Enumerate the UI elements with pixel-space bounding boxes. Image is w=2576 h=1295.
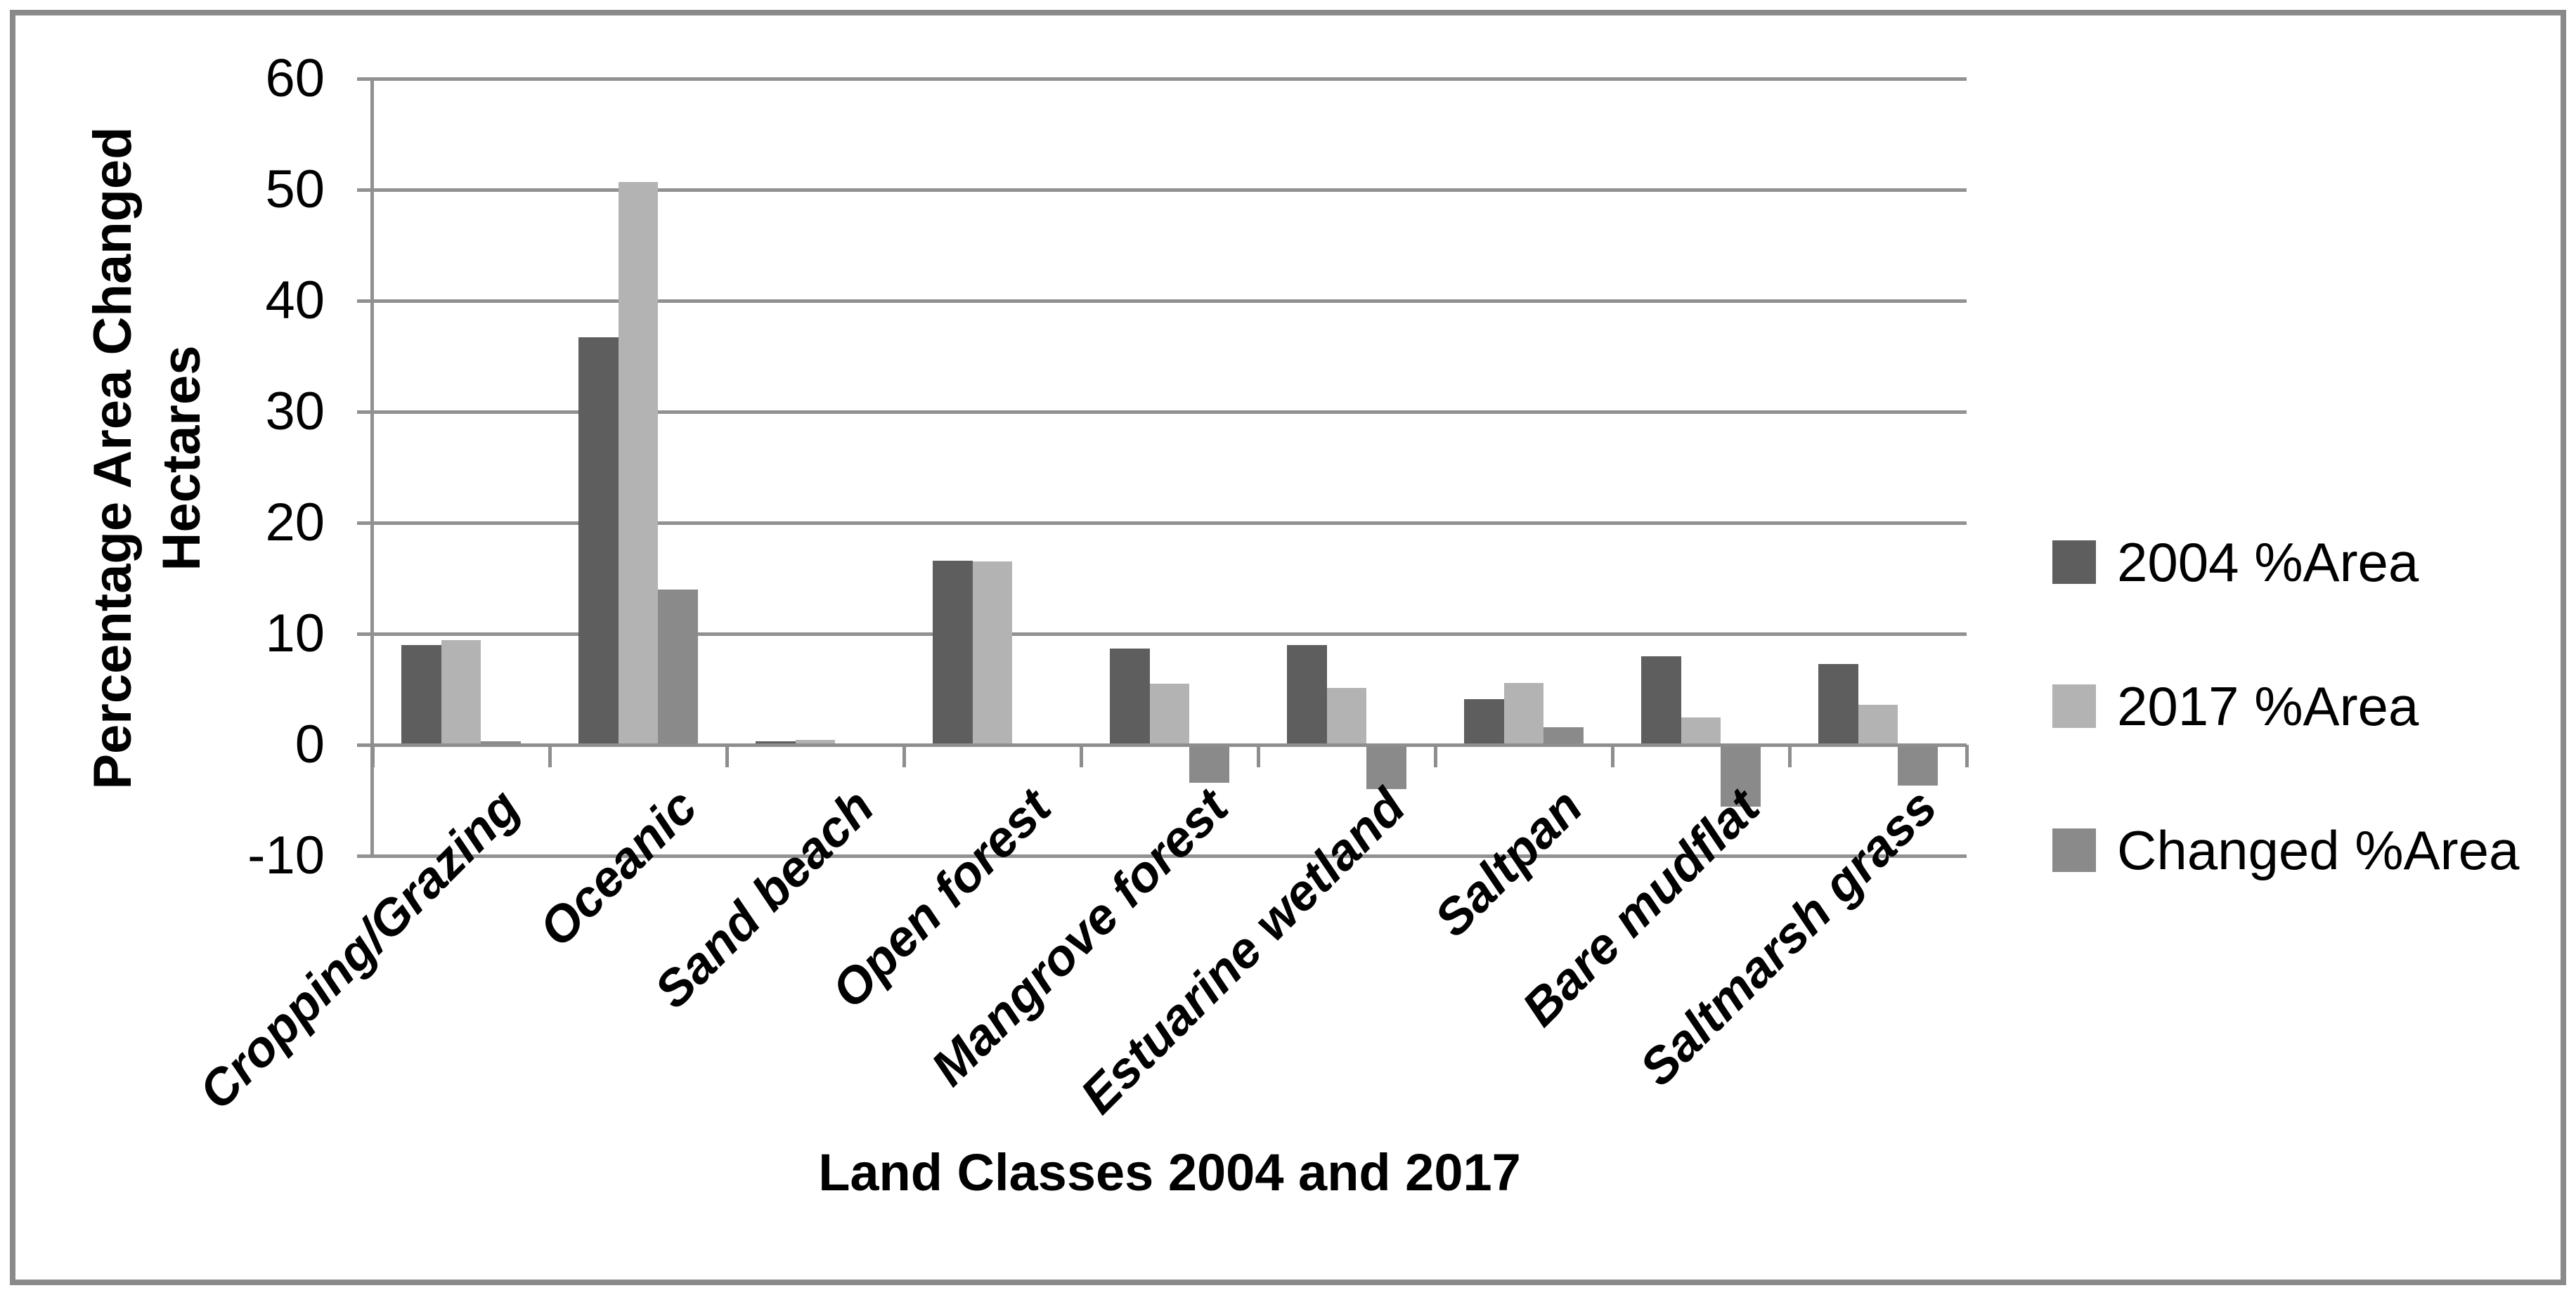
y-tick-label-0: 0 (295, 715, 325, 774)
x-axis-tick-5 (1256, 745, 1260, 767)
bar-saltpan-series-0 (1464, 699, 1504, 745)
x-axis-tick-1 (548, 745, 552, 767)
x-axis-line (357, 743, 1967, 747)
y-axis-title: Percentage Area Changed Hectares (79, 35, 221, 881)
legend-label-2004: 2004 %Area (2117, 531, 2419, 593)
bar-cropping-grazing-series-0 (401, 644, 441, 745)
legend-marker-changed-icon (2052, 828, 2096, 872)
x-axis-tick-0 (370, 745, 375, 767)
x-axis-tick-6 (1433, 745, 1437, 767)
bar-bare-mudflat-series-2 (1721, 745, 1761, 807)
bar-saltmarsh-grass-series-2 (1898, 745, 1938, 786)
x-axis-tick-2 (725, 745, 729, 767)
y-tick-label-10: 10 (265, 604, 325, 663)
bar-saltmarsh-grass-series-0 (1818, 663, 1858, 745)
bar-mangrove-forest-series-2 (1189, 745, 1229, 783)
x-tick-label-mangrove-forest: Mangrove forest (920, 779, 1239, 1097)
bar-open-forest-series-0 (933, 560, 973, 745)
y-tick-label--10: -10 (247, 826, 325, 885)
y-tick-label-30: 30 (265, 382, 325, 441)
legend-label-2017: 2017 %Area (2117, 675, 2419, 737)
gridline-y-40 (357, 299, 1967, 303)
gridline-y-50 (357, 188, 1967, 192)
bar-oceanic-series-1 (618, 181, 658, 745)
bar-open-forest-series-1 (972, 561, 1012, 745)
bar-saltpan-series-2 (1543, 727, 1584, 745)
figure-border (10, 10, 2566, 1285)
bar-bare-mudflat-series-0 (1641, 656, 1681, 745)
bar-mangrove-forest-series-0 (1110, 648, 1150, 745)
gridline-y-60 (357, 77, 1967, 81)
bar-cropping-grazing-series-1 (441, 640, 481, 745)
x-axis-title: Land Classes 2004 and 2017 (818, 1143, 1521, 1202)
bar-estuarine-wetland-series-1 (1326, 688, 1366, 745)
bar-estuarine-wetland-series-0 (1287, 644, 1327, 745)
y-axis-title-line1: Percentage Area Changed (83, 126, 143, 790)
y-tick-label-40: 40 (265, 271, 325, 330)
legend-marker-2004-icon (2052, 540, 2096, 584)
x-tick-label-saltpan: Saltpan (1424, 779, 1593, 948)
bar-estuarine-wetland-series-2 (1366, 745, 1406, 790)
gridline-y-20 (357, 521, 1967, 525)
x-tick-label-saltmarsh-grass: Saltmarsh grass (1629, 779, 1948, 1097)
x-axis-tick-9 (1965, 745, 1969, 767)
y-axis-line (370, 77, 374, 858)
gridline-y--10 (357, 854, 1967, 858)
legend-item-changed: Changed %Area (2052, 819, 2519, 881)
gridline-y-30 (357, 410, 1967, 414)
x-tick-label-estuarine-wetland: Estuarine wetland (1070, 779, 1416, 1125)
bar-mangrove-forest-series-1 (1149, 684, 1189, 745)
bar-sand-beach-series-1 (795, 739, 835, 745)
legend-label-changed: Changed %Area (2117, 819, 2520, 881)
gridline-y-10 (357, 632, 1967, 636)
x-tick-label-oceanic: Oceanic (528, 779, 708, 958)
legend-item-2004: 2004 %Area (2052, 531, 2419, 593)
x-axis-tick-4 (1079, 745, 1083, 767)
x-axis-tick-8 (1787, 745, 1792, 767)
bar-oceanic-series-0 (578, 337, 619, 745)
x-axis-tick-7 (1610, 745, 1614, 767)
bar-saltmarsh-grass-series-1 (1858, 705, 1898, 745)
y-axis-title-line2: Hectares (152, 345, 212, 571)
bar-saltpan-series-1 (1503, 682, 1543, 745)
bar-oceanic-series-2 (658, 589, 698, 745)
y-tick-label-20: 20 (265, 493, 325, 552)
bar-bare-mudflat-series-1 (1681, 717, 1721, 745)
y-tick-label-60: 60 (265, 48, 325, 108)
y-tick-label-50: 50 (265, 160, 325, 219)
legend-marker-2017-icon (2052, 684, 2096, 728)
x-axis-tick-3 (902, 745, 906, 767)
legend-item-2017: 2017 %Area (2052, 675, 2419, 737)
